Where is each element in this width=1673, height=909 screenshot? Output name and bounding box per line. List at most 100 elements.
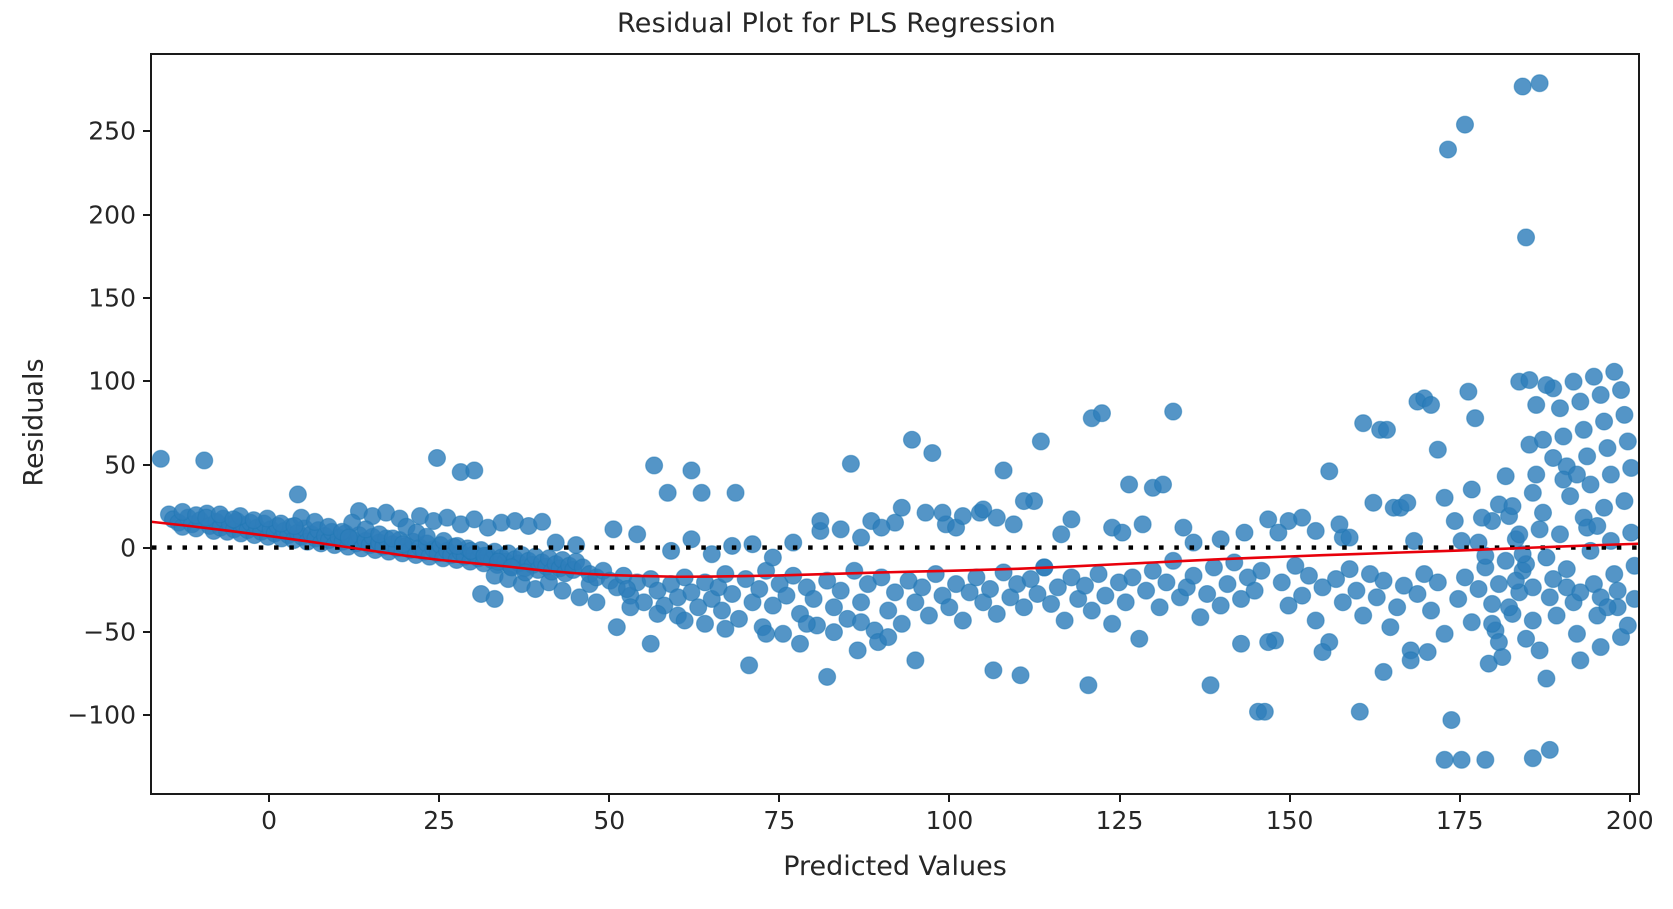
data-point bbox=[1113, 523, 1132, 542]
data-point bbox=[1031, 432, 1050, 451]
data-point bbox=[824, 598, 844, 617]
data-point bbox=[919, 606, 939, 625]
data-point bbox=[1367, 588, 1386, 607]
data-point bbox=[645, 456, 664, 475]
data-point bbox=[1377, 420, 1397, 439]
data-point bbox=[980, 579, 1000, 599]
data-point bbox=[906, 651, 925, 670]
data-point bbox=[987, 508, 1006, 527]
data-point bbox=[872, 518, 891, 537]
data-point bbox=[818, 571, 837, 590]
data-point bbox=[1622, 523, 1638, 542]
data-point bbox=[1564, 372, 1583, 391]
data-point bbox=[604, 520, 623, 539]
data-point bbox=[1533, 503, 1553, 522]
data-point bbox=[1537, 548, 1556, 567]
data-point bbox=[1153, 475, 1173, 494]
data-point bbox=[763, 596, 782, 615]
data-point bbox=[1279, 596, 1298, 615]
data-point bbox=[824, 623, 844, 642]
data-point bbox=[1204, 558, 1223, 577]
data-point bbox=[465, 461, 484, 480]
data-point bbox=[1320, 462, 1339, 481]
x-tick-label-group: 0 25 50 75 100 125 150 175 200 bbox=[0, 806, 1673, 842]
x-tick-label: 25 bbox=[423, 806, 456, 835]
data-point bbox=[570, 588, 589, 607]
data-point bbox=[1394, 576, 1413, 595]
data-point bbox=[1601, 465, 1620, 484]
data-point bbox=[1493, 647, 1512, 667]
data-point bbox=[1550, 399, 1570, 418]
data-point bbox=[1191, 608, 1210, 627]
data-point bbox=[1544, 570, 1563, 589]
data-point bbox=[913, 578, 932, 597]
data-point bbox=[1354, 606, 1373, 625]
data-point bbox=[1598, 598, 1617, 617]
data-point bbox=[1618, 616, 1637, 635]
data-point bbox=[1041, 594, 1061, 613]
chart-title: Residual Plot for PLS Regression bbox=[617, 8, 1056, 39]
data-point bbox=[953, 611, 972, 630]
data-point bbox=[692, 483, 711, 502]
x-tick-mark bbox=[1458, 795, 1461, 802]
data-point bbox=[393, 535, 413, 554]
data-point bbox=[1330, 515, 1349, 534]
data-point bbox=[1096, 586, 1115, 605]
data-point bbox=[1313, 578, 1332, 597]
y-tick-mark bbox=[143, 130, 150, 133]
data-point bbox=[465, 510, 484, 529]
data-point bbox=[926, 565, 945, 584]
lowess-smoother-line bbox=[152, 520, 1638, 579]
y-tick-mark bbox=[143, 297, 150, 300]
data-point bbox=[1272, 573, 1291, 592]
data-point bbox=[648, 604, 667, 623]
data-point bbox=[1374, 571, 1393, 590]
y-tick-label: 150 bbox=[88, 283, 136, 313]
data-point bbox=[1513, 545, 1532, 564]
data-point bbox=[1516, 629, 1536, 648]
data-point bbox=[811, 511, 830, 531]
data-point bbox=[716, 565, 735, 584]
data-point bbox=[1571, 583, 1590, 602]
plot-area bbox=[150, 53, 1640, 795]
data-point bbox=[1052, 525, 1071, 544]
y-tick-mark bbox=[143, 213, 150, 216]
data-point bbox=[1048, 578, 1067, 597]
data-point bbox=[831, 581, 850, 600]
data-point bbox=[1527, 465, 1546, 484]
y-tick-label: −50 bbox=[83, 617, 136, 647]
data-point bbox=[1530, 520, 1549, 539]
data-point bbox=[533, 512, 552, 531]
y-tick-mark bbox=[143, 547, 150, 550]
data-point bbox=[1421, 395, 1441, 414]
data-point bbox=[723, 584, 742, 604]
x-tick-mark bbox=[1118, 795, 1121, 802]
data-point bbox=[1547, 606, 1566, 625]
data-point bbox=[1540, 588, 1559, 607]
data-point bbox=[1004, 515, 1023, 534]
y-tick-label: −100 bbox=[67, 700, 136, 730]
data-point bbox=[974, 500, 993, 519]
data-point bbox=[1293, 508, 1312, 527]
data-point bbox=[1299, 566, 1318, 585]
data-point bbox=[1557, 560, 1576, 579]
data-point bbox=[1123, 568, 1142, 587]
data-point bbox=[1618, 432, 1637, 451]
data-point bbox=[682, 461, 701, 480]
data-point bbox=[879, 601, 898, 620]
data-point bbox=[848, 641, 867, 660]
data-point bbox=[1591, 385, 1610, 405]
data-point bbox=[1293, 586, 1312, 605]
data-point bbox=[689, 598, 708, 617]
data-point bbox=[1133, 515, 1152, 534]
x-tick-mark bbox=[608, 795, 611, 802]
data-point bbox=[1340, 528, 1359, 547]
data-point bbox=[1231, 589, 1251, 609]
data-point bbox=[1523, 611, 1542, 630]
data-point bbox=[1588, 516, 1607, 536]
data-point bbox=[1340, 560, 1359, 579]
data-point bbox=[1428, 440, 1447, 459]
data-point bbox=[1615, 405, 1634, 424]
data-point bbox=[641, 634, 660, 653]
